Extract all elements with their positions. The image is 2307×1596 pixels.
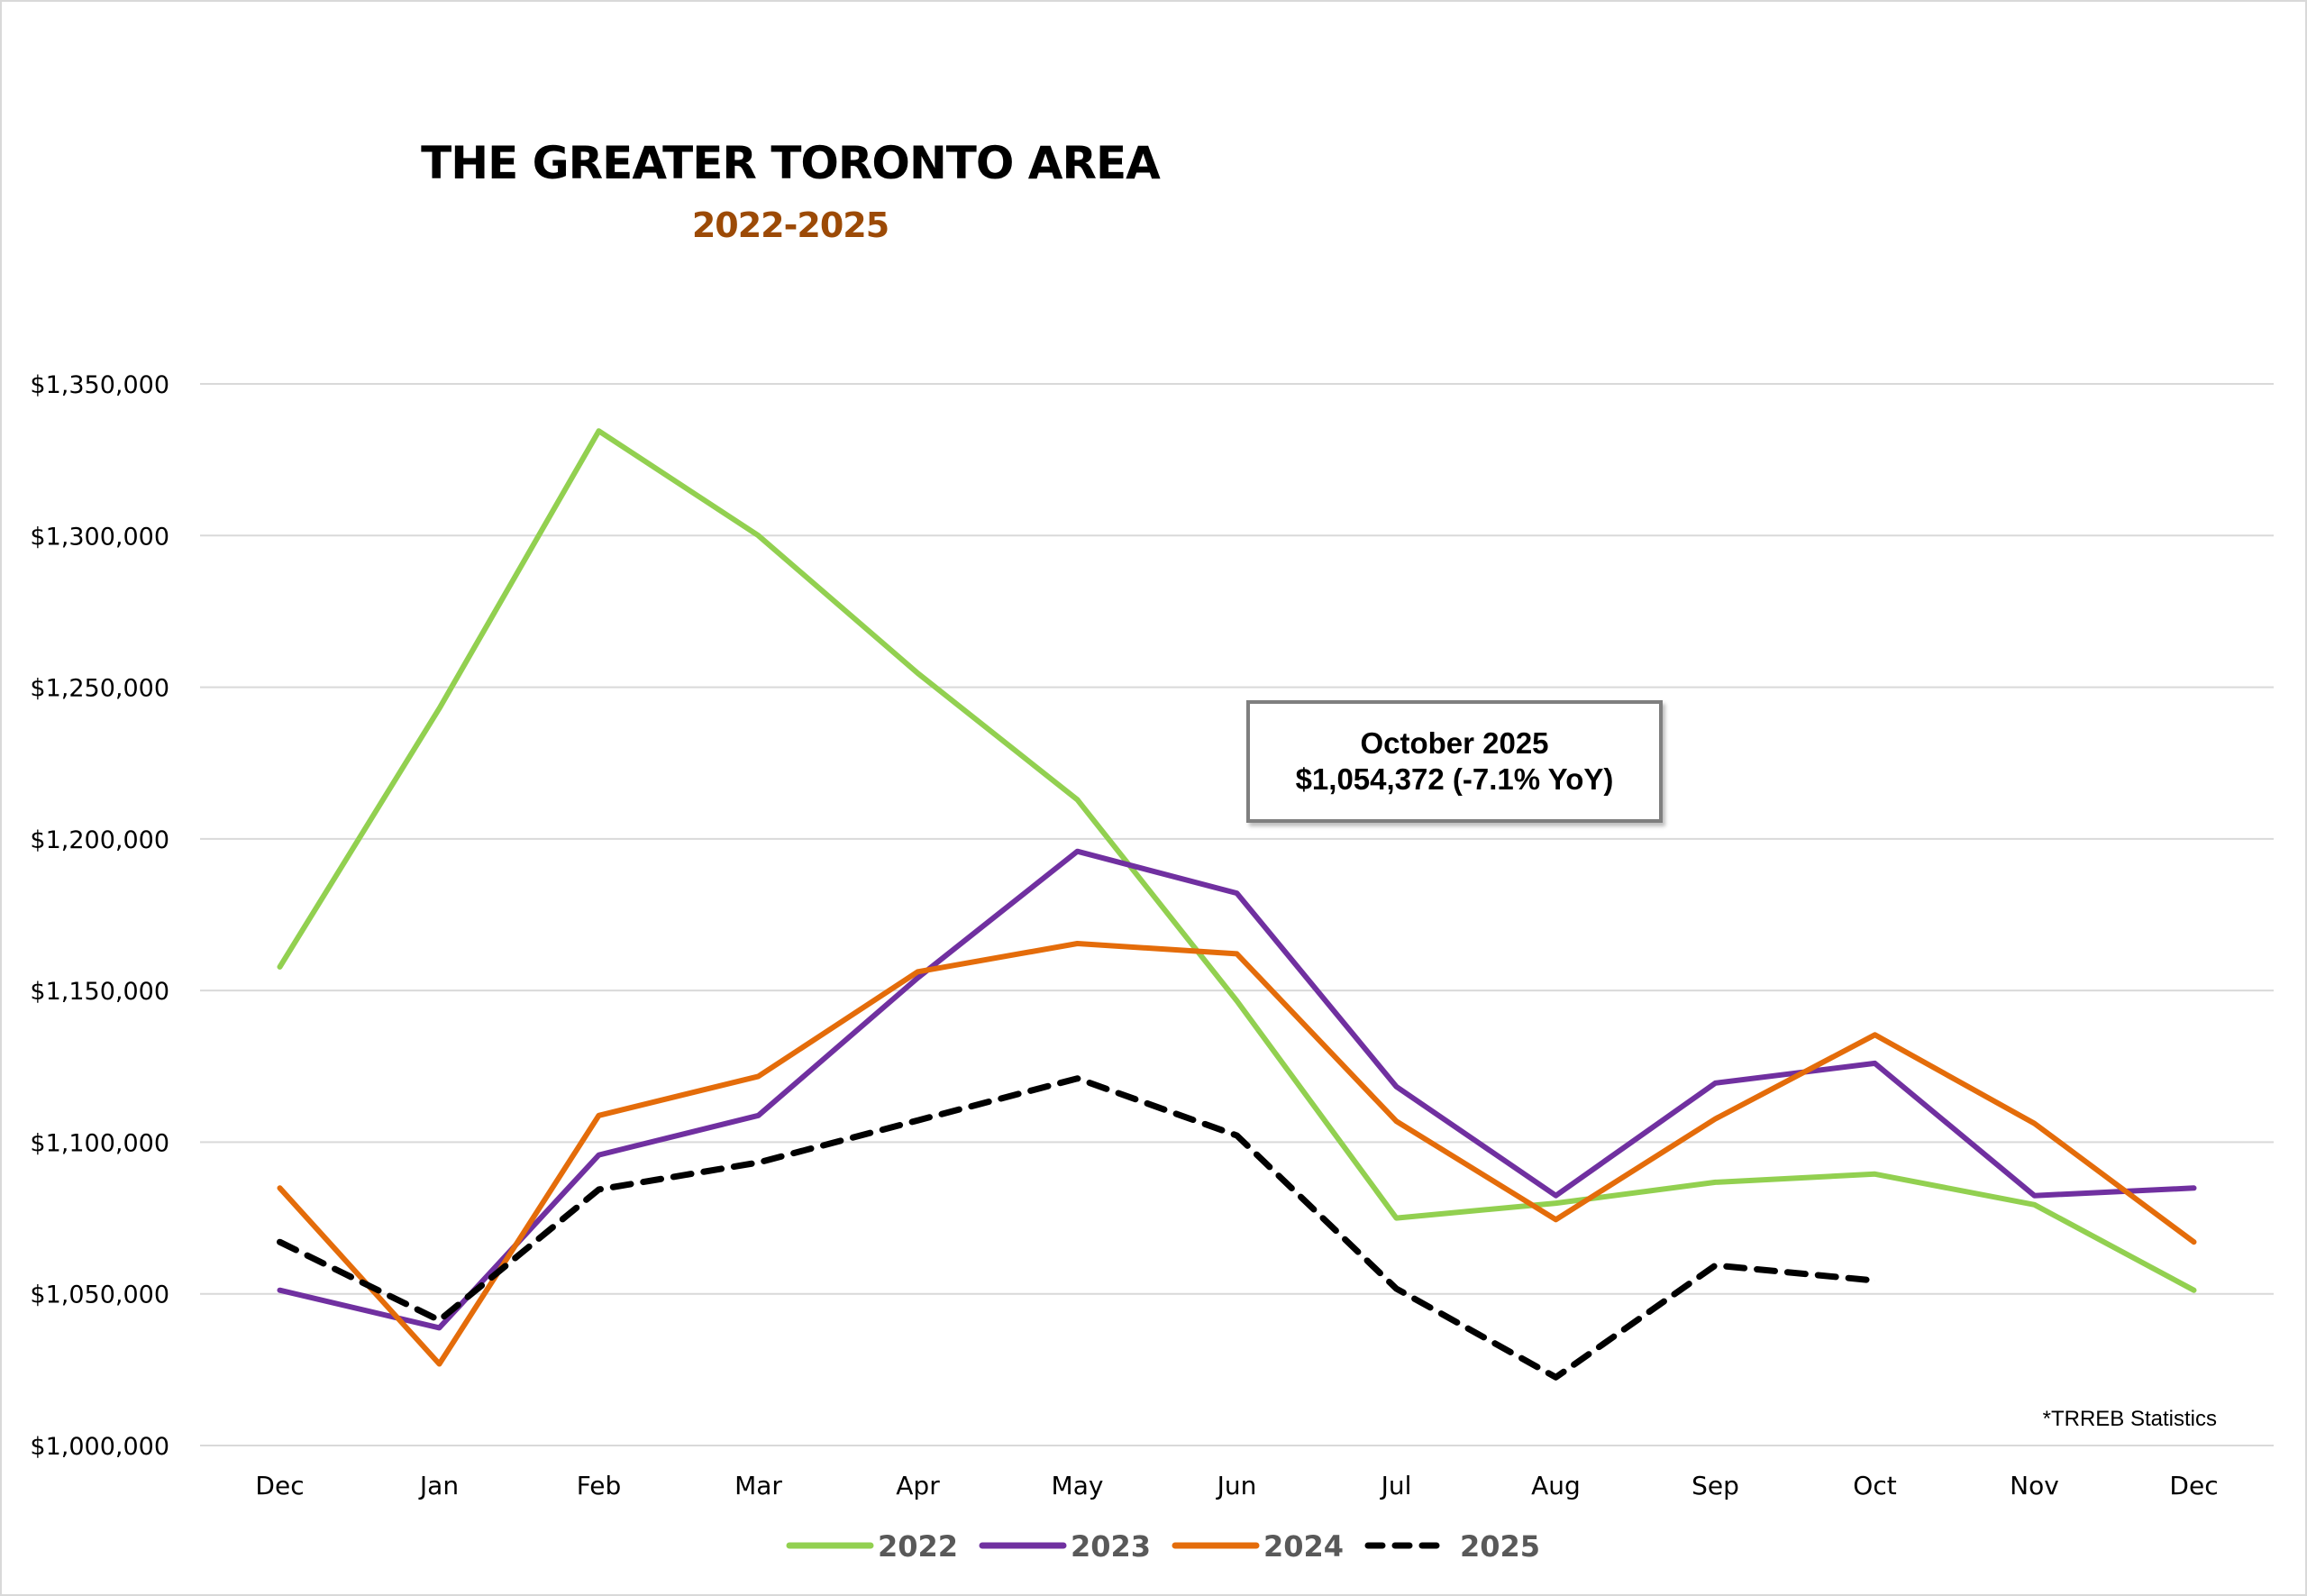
- chart-title: THE GREATER TORONTO AREA: [421, 137, 1161, 189]
- x-axis-tick-labels: Dec Jan Feb Mar Apr May Jun Jul Aug Sep Oct Nov Dec: [255, 1471, 2218, 1500]
- y-tick-label: $1,100,000: [30, 1129, 169, 1157]
- chart-subtitle: 2022-2025: [691, 205, 889, 245]
- legend-label-2024: 2024: [1263, 1529, 1344, 1564]
- annotation-line-1: October 2025: [1360, 726, 1549, 760]
- x-tick-label: Dec: [2169, 1471, 2218, 1500]
- series-lines: [277, 428, 2197, 1381]
- x-tick-label: Dec: [255, 1471, 304, 1500]
- x-tick-label: Nov: [2010, 1471, 2059, 1500]
- series-line-2025: [277, 1075, 1878, 1381]
- annotation-box: October 2025 $1,054,372 (-7.1% YoY): [1246, 700, 1663, 823]
- y-axis-tick-labels: $1,000,000 $1,050,000 $1,100,000 $1,150,000…: [30, 371, 169, 1461]
- x-tick-label: May: [1052, 1471, 1104, 1500]
- legend-label-2023: 2023: [1071, 1529, 1151, 1564]
- x-tick-label: Jul: [1380, 1471, 1412, 1500]
- series-line-2024: [277, 941, 2197, 1367]
- x-tick-label: Aug: [1531, 1471, 1581, 1500]
- y-tick-label: $1,000,000: [30, 1433, 169, 1461]
- x-tick-label: Oct: [1853, 1471, 1896, 1500]
- annotation-line-2: $1,054,372 (-7.1% YoY): [1295, 762, 1614, 796]
- y-tick-label: $1,250,000: [30, 675, 169, 703]
- y-tick-label: $1,150,000: [30, 978, 169, 1006]
- y-tick-label: $1,050,000: [30, 1281, 169, 1309]
- legend-label-2025: 2025: [1460, 1529, 1540, 1564]
- source-note: *TRREB Statistics: [2043, 1407, 2217, 1431]
- y-tick-label: $1,200,000: [30, 826, 169, 854]
- x-tick-label: Feb: [577, 1471, 622, 1500]
- x-tick-label: Mar: [734, 1471, 782, 1500]
- y-tick-label: $1,350,000: [30, 371, 169, 399]
- gridlines: [200, 383, 2274, 1446]
- x-tick-label: Apr: [896, 1471, 940, 1500]
- x-tick-label: Jun: [1216, 1471, 1257, 1500]
- legend: 2022 2023 2024 2025: [786, 1529, 1540, 1564]
- series-line-2023: [277, 848, 2197, 1331]
- x-tick-label: Sep: [1691, 1471, 1739, 1500]
- y-tick-label: $1,300,000: [30, 523, 169, 551]
- x-tick-label: Jan: [418, 1471, 459, 1500]
- legend-label-2022: 2022: [878, 1529, 958, 1564]
